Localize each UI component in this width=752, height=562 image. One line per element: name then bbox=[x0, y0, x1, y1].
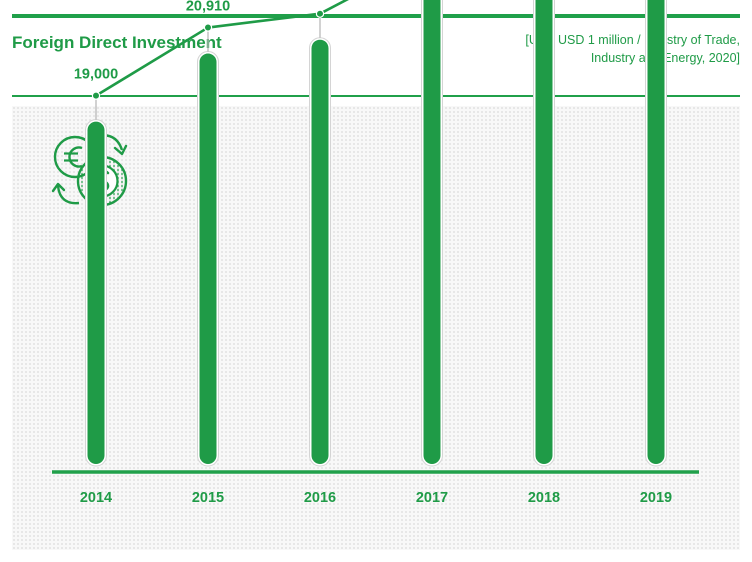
data-point-2014 bbox=[91, 91, 101, 100]
trend-line bbox=[95, 0, 349, 97]
bar-2018 bbox=[535, 0, 553, 464]
x-tick-label-2016: 2016 bbox=[304, 490, 336, 506]
bar-2017 bbox=[423, 0, 441, 464]
header-divider bbox=[12, 95, 740, 97]
value-label-2015: 20,910 bbox=[186, 0, 230, 15]
value-label-2014: 19,000 bbox=[74, 67, 118, 83]
x-tick-label-2017: 2017 bbox=[416, 490, 448, 506]
top-rule bbox=[12, 14, 740, 18]
data-point-2015 bbox=[203, 23, 213, 32]
bar-2015 bbox=[199, 53, 217, 464]
data-point-2016 bbox=[315, 9, 325, 18]
chart-background bbox=[12, 106, 740, 550]
x-tick-label-2018: 2018 bbox=[528, 490, 560, 506]
unit-note-line-1: [Unit: USD 1 million / Ministry of Trade… bbox=[525, 33, 740, 47]
chart-title: Foreign Direct Investment bbox=[12, 33, 222, 52]
x-tick-label-2014: 2014 bbox=[80, 490, 112, 506]
bar-2016 bbox=[311, 39, 329, 465]
x-tick-label-2019: 2019 bbox=[640, 490, 672, 506]
x-tick-label-2015: 2015 bbox=[192, 490, 224, 506]
bar-2019 bbox=[647, 0, 665, 464]
value-label-2016: 21,299 bbox=[298, 0, 342, 1]
bar-2014 bbox=[87, 121, 105, 465]
